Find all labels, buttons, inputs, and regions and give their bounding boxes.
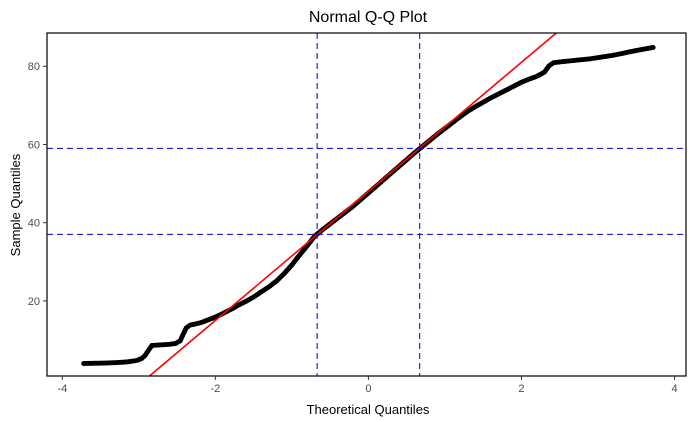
plot-panel-border — [46, 32, 687, 377]
y-tick-label: 20 — [28, 296, 40, 308]
x-tick-label: 4 — [671, 383, 677, 395]
y-tick-label: 40 — [28, 218, 40, 230]
y-tick-label: 60 — [28, 139, 40, 151]
y-axis-title: Sample Quantiles — [8, 153, 23, 256]
y-axis-ticks: 20 40 60 80 — [28, 61, 47, 308]
x-axis-ticks: -4 -2 0 2 4 — [57, 376, 678, 395]
x-tick-label: 2 — [518, 383, 524, 395]
x-tick-label: -2 — [210, 383, 220, 395]
data-point — [650, 44, 656, 50]
y-tick-label: 80 — [28, 61, 40, 73]
reference-line — [148, 32, 557, 377]
x-tick-label: -4 — [57, 383, 67, 395]
x-axis-title: Theoretical Quantiles — [307, 402, 430, 417]
chart-title: Normal Q-Q Plot — [309, 9, 428, 26]
x-tick-label: 0 — [365, 383, 371, 395]
